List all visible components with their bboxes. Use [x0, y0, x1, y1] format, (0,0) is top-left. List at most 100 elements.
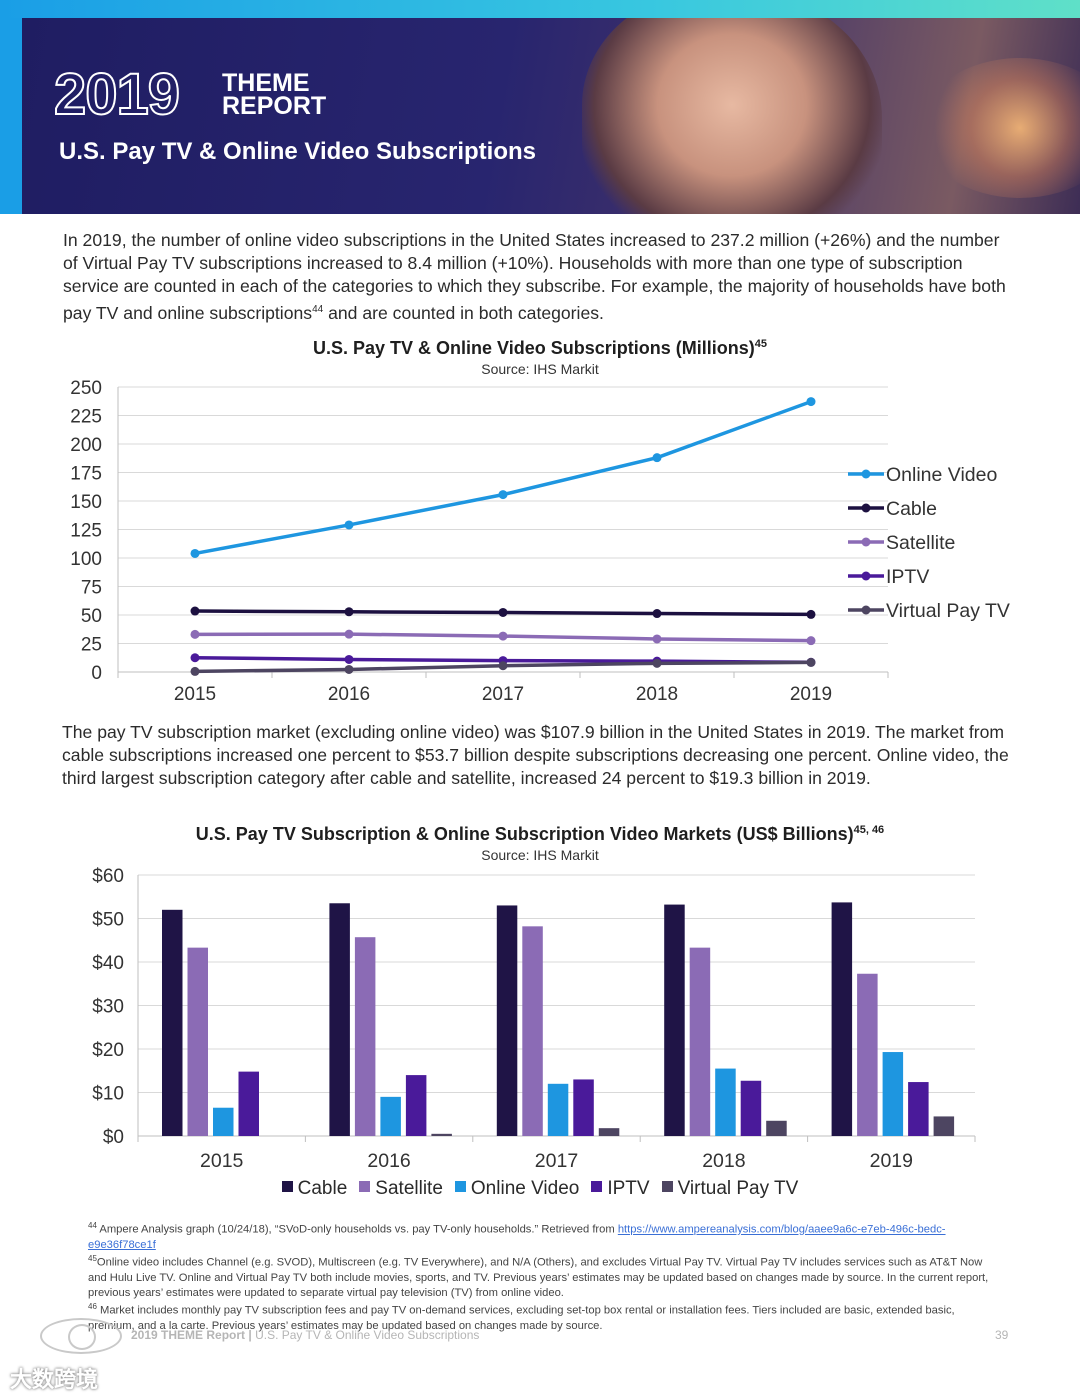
data-point-virtual-pay-tv	[190, 666, 200, 676]
line-x-tick-label: 2015	[174, 684, 216, 705]
line-y-tick-label: 125	[70, 521, 102, 542]
line-y-tick-label: 0	[91, 663, 102, 684]
line-y-tick-label: 25	[81, 635, 102, 656]
footnote-44-link[interactable]: https://www.ampereanalysis.com/blog/aaee…	[88, 1223, 946, 1251]
line-chart-title: U.S. Pay TV & Online Video Subscriptions…	[0, 338, 1080, 359]
legend-marker-online-video	[861, 469, 871, 479]
bar-virtual-pay-tv-2018	[766, 1120, 787, 1136]
legend-label-cable: Cable	[886, 498, 937, 520]
bar-legend-label-satellite: Satellite	[375, 1178, 443, 1199]
data-point-virtual-pay-tv	[652, 658, 662, 668]
intro-paragraph: In 2019, the number of online video subs…	[63, 229, 1018, 325]
data-point-online-video	[190, 548, 200, 558]
bar-satellite-2018	[689, 947, 711, 1136]
data-point-satellite	[652, 634, 662, 644]
bar-x-tick-label: 2016	[367, 1150, 410, 1172]
bar-legend-swatch-online-video	[454, 1181, 466, 1193]
footnote-45-text: Online video includes Channel (e.g. SVOD…	[88, 1257, 989, 1299]
bar-legend-label-iptv: IPTV	[607, 1178, 650, 1199]
bar-iptv-2017	[573, 1079, 594, 1136]
bar-legend-swatch-satellite	[359, 1181, 371, 1193]
bar-satellite-2015	[187, 947, 208, 1136]
bar-legend-label-cable: Cable	[297, 1178, 348, 1199]
bar-x-tick-label: 2019	[870, 1150, 913, 1172]
data-point-cable	[806, 609, 816, 619]
bar-y-tick-label: $0	[103, 1127, 124, 1148]
brand-year: 2019	[53, 62, 181, 127]
data-point-online-video	[344, 520, 354, 530]
footer-section: U.S. Pay TV & Online Video Subscriptions	[255, 1328, 480, 1342]
brand-report-word: REPORT	[222, 92, 327, 120]
brand-theme-word: THEME	[222, 69, 310, 97]
bar-legend-item-iptv: IPTV	[591, 1178, 650, 1200]
footnote-ref-44: 44	[312, 304, 324, 315]
bar-online-video-2016	[380, 1096, 401, 1136]
footnote-45-marker: 45	[88, 1254, 97, 1264]
bar-chart: $60 $50 $40 $30 $20 $10 $0 2015 2016 2017 2018 2019	[92, 866, 976, 1172]
footnote-44: 44 Ampere Analysis graph (10/24/18), “SV…	[88, 1219, 993, 1252]
data-point-satellite	[190, 629, 200, 639]
footnote-44-marker: 44	[88, 1221, 97, 1230]
legend-marker-satellite	[861, 537, 871, 547]
bar-y-tick-label: $30	[92, 997, 124, 1018]
legend-label-virtual-pay-tv: Virtual Pay TV	[886, 600, 1010, 622]
data-point-cable	[652, 609, 662, 619]
footnote-45: 45Online video includes Channel (e.g. SV…	[88, 1252, 993, 1300]
page-title: U.S. Pay TV & Online Video Subscriptions	[59, 138, 536, 165]
bar-iptv-2015	[238, 1071, 259, 1136]
market-paragraph: The pay TV subscription market (excludin…	[62, 722, 1009, 788]
bar-y-tick-label: $10	[92, 1084, 124, 1105]
line-chart-title-sup: 45	[754, 338, 767, 350]
bar-cable-2018	[664, 904, 685, 1136]
bar-legend-swatch-iptv	[591, 1181, 603, 1193]
data-point-satellite	[806, 636, 816, 646]
data-point-satellite	[344, 629, 354, 639]
footer-report-name: 2019 THEME Report |	[131, 1328, 256, 1342]
bar-legend-label-virtual-pay-tv: Virtual Pay TV	[677, 1178, 799, 1199]
bar-legend-item-cable: Cable	[281, 1178, 348, 1200]
legend-marker-cable	[861, 503, 871, 513]
bar-y-tick-label: $20	[92, 1040, 124, 1061]
footnote-46-text: Market includes monthly pay TV subscript…	[88, 1305, 955, 1332]
legend-label-iptv: IPTV	[886, 566, 929, 588]
bar-x-tick-label: 2017	[535, 1150, 578, 1172]
legend-label-online-video: Online Video	[886, 464, 997, 486]
data-point-iptv	[190, 653, 200, 663]
data-point-iptv	[344, 654, 354, 664]
bar-cable-2016	[329, 903, 350, 1136]
data-point-virtual-pay-tv	[344, 664, 354, 674]
bar-legend-swatch-cable	[281, 1181, 293, 1193]
bar-chart-title: U.S. Pay TV Subscription & Online Subscr…	[0, 824, 1080, 845]
banner-photo	[582, 18, 882, 214]
bar-satellite-2017	[522, 926, 543, 1136]
bar-online-video-2018	[715, 1068, 736, 1136]
bar-online-video-2015	[213, 1107, 234, 1136]
bar-iptv-2018	[740, 1080, 762, 1136]
data-point-satellite	[498, 631, 508, 641]
bar-iptv-2019	[908, 1082, 929, 1136]
line-x-tick-label: 2017	[482, 684, 524, 705]
bar-cable-2015	[162, 909, 183, 1136]
footnote-46-marker: 46	[88, 1302, 97, 1312]
footnotes: 44 Ampere Analysis graph (10/24/18), “SV…	[88, 1219, 993, 1334]
intro-text-b: and are counted in both categories.	[323, 302, 604, 323]
legend-marker-iptv	[861, 571, 871, 581]
line-y-tick-label: 150	[70, 492, 102, 513]
bar-chart-source: Source: IHS Markit	[481, 847, 599, 863]
legend-label-satellite: Satellite	[886, 532, 955, 554]
line-x-tick-label: 2019	[790, 684, 832, 705]
intro-text-a: In 2019, the number of online video subs…	[63, 230, 1006, 323]
line-y-tick-label: 175	[70, 464, 102, 485]
banner-glow	[920, 58, 1080, 198]
bar-cable-2019	[831, 902, 853, 1136]
bar-chart-legend: Cable Satellite Online Video IPTV Virtual Pa…	[0, 1178, 1080, 1200]
brand-theme-report: THEME REPORT	[222, 69, 327, 120]
bar-chart-title-sup: 45, 46	[853, 824, 885, 836]
data-point-cable	[498, 607, 508, 617]
series-line-online-video	[194, 399, 812, 556]
data-point-cable	[190, 606, 200, 616]
bar-legend-item-satellite: Satellite	[359, 1178, 443, 1200]
mpa-logo-icon	[40, 1318, 122, 1354]
data-point-virtual-pay-tv	[498, 661, 508, 671]
bar-virtual-pay-tv-2016	[431, 1133, 452, 1136]
